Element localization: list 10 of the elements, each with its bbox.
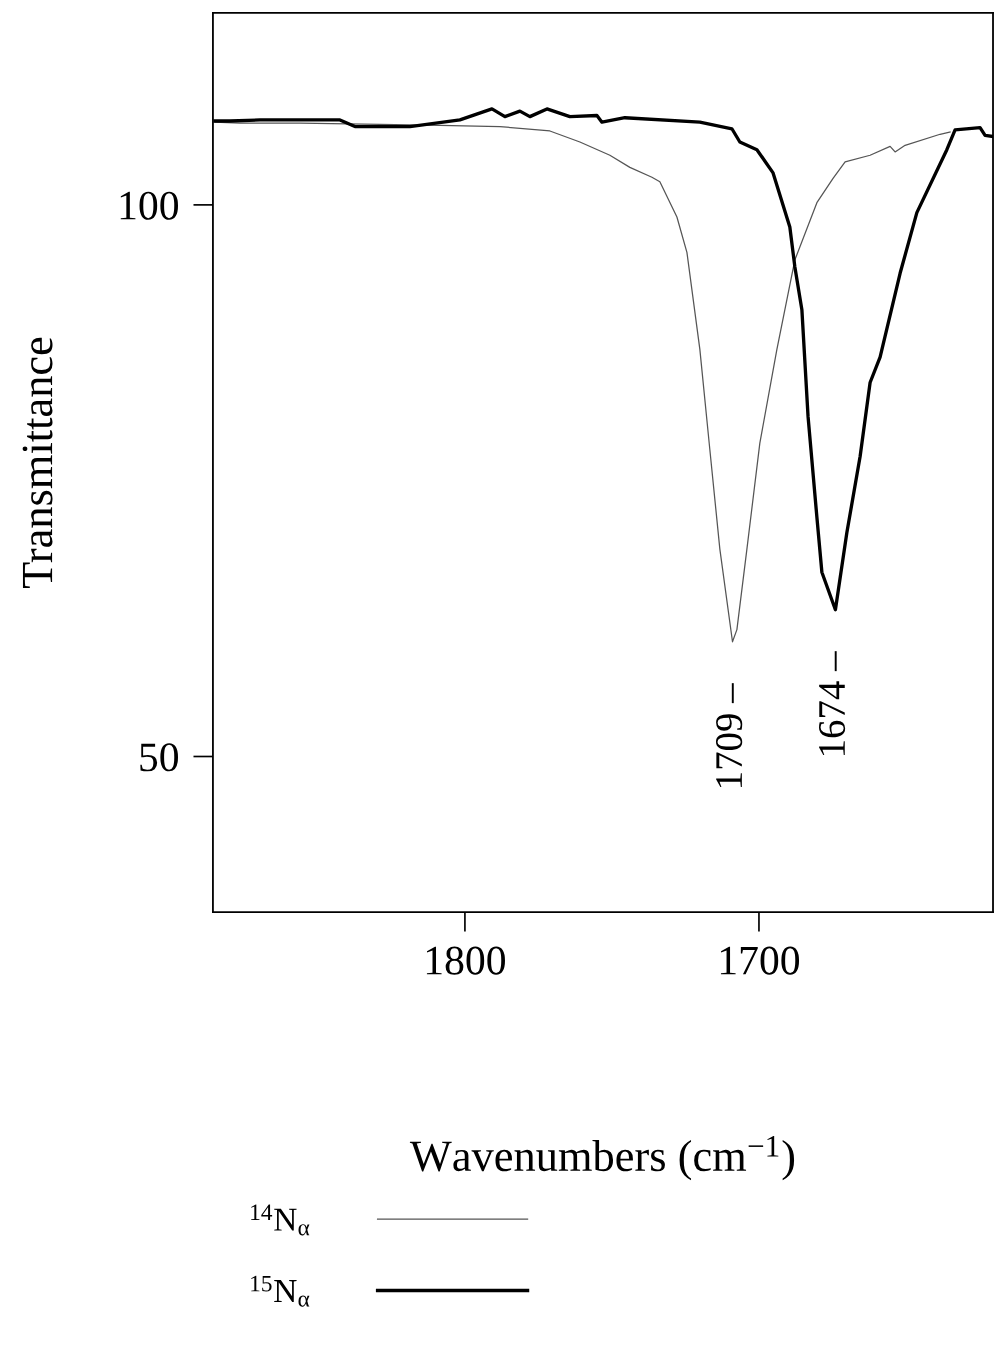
x-tick-label: 1800 (426, 946, 505, 975)
legend-label: $^{15}$N$_{α}$ (251, 1275, 310, 1307)
annotation: 1709 – (715, 683, 743, 787)
x-axis-title: Wavenumbers (cm$^{−1}$) (409, 1135, 795, 1181)
x-tick-label: 1700 (720, 946, 800, 975)
legend-label: $^{14}$N$_{α}$ (251, 1204, 310, 1236)
y-axis-title: Transmittance (22, 337, 53, 589)
y-tick-label: 100 (120, 191, 179, 220)
annotation: 1674 – (819, 651, 846, 755)
y-tick-label: 50 (140, 743, 179, 772)
